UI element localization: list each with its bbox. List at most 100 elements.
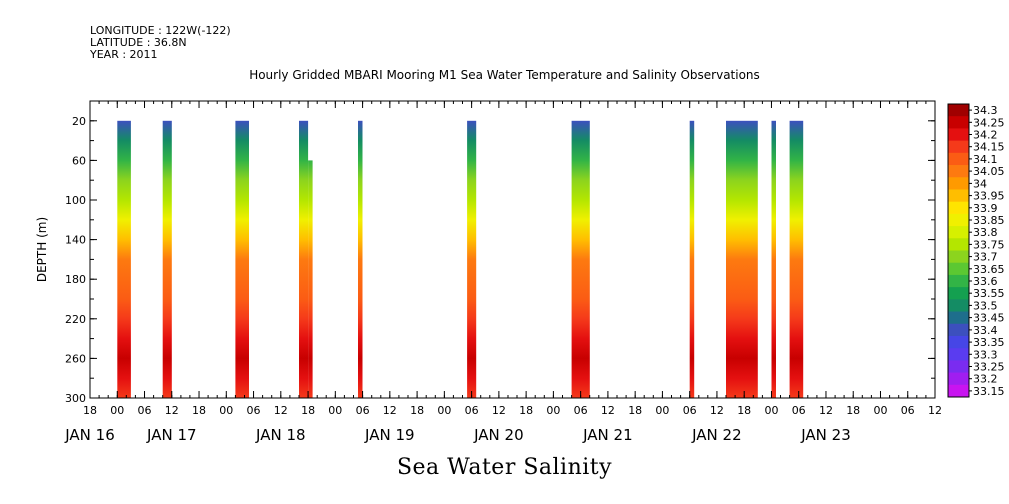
x-tick-label: 12: [492, 404, 506, 417]
x-tick-label: 06: [247, 404, 261, 417]
y-tick-label: 220: [65, 313, 86, 326]
salinity-column: [235, 120, 249, 399]
x-tick-label: 18: [410, 404, 424, 417]
x-tick-label: 00: [874, 404, 888, 417]
colorbar-swatch: [948, 372, 969, 386]
x-day-label: JAN 18: [255, 426, 306, 444]
x-tick-label: 00: [328, 404, 342, 417]
x-day-label: JAN 16: [64, 426, 115, 444]
salinity-column: [726, 120, 758, 399]
x-tick-label: 12: [165, 404, 179, 417]
x-tick-label: 12: [928, 404, 942, 417]
colorbar-swatch: [948, 213, 969, 227]
salinity-column: [162, 120, 172, 399]
y-tick-label: 100: [65, 194, 86, 207]
colorbar-label: 33.4: [973, 324, 998, 337]
colorbar-label: 33.9: [973, 202, 998, 215]
x-tick-label: 12: [819, 404, 833, 417]
x-tick-label: 00: [765, 404, 779, 417]
y-tick-label: 300: [65, 392, 86, 405]
chart-title: Hourly Gridded MBARI Mooring M1 Sea Wate…: [249, 68, 760, 82]
colorbar-label: 33.55: [973, 287, 1005, 300]
colorbar-swatch: [948, 323, 969, 337]
y-tick-label: 140: [65, 234, 86, 247]
x-tick-label: 12: [383, 404, 397, 417]
colorbar-label: 33.25: [973, 361, 1005, 374]
colorbar-label: 33.2: [973, 373, 998, 386]
x-tick-label: 12: [601, 404, 615, 417]
x-tick-label: 06: [683, 404, 697, 417]
x-tick-label: 18: [737, 404, 751, 417]
salinity-column: [571, 120, 590, 399]
colorbar-frame: [947, 103, 970, 398]
colorbar-label: 34.1: [973, 153, 998, 166]
salinity-column: [771, 120, 776, 399]
colorbar-label: 33.45: [973, 312, 1005, 325]
colorbar-label: 33.75: [973, 238, 1005, 251]
colorbar-swatch: [948, 311, 969, 325]
longitude-label: LONGITUDE : 122W(-122): [90, 24, 231, 37]
y-tick-label: 180: [65, 273, 86, 286]
x-day-label: JAN 22: [691, 426, 742, 444]
colorbar-label: 33.7: [973, 251, 998, 264]
colorbar-label: 33.6: [973, 275, 998, 288]
colorbar-label: 33.3: [973, 348, 998, 361]
x-tick-label: 18: [83, 404, 97, 417]
colorbar-swatch: [948, 238, 969, 251]
salinity-column: [467, 120, 477, 399]
y-axis-label: DEPTH (m): [35, 217, 49, 282]
colorbar-swatch: [948, 360, 969, 373]
x-tick-label: 06: [465, 404, 479, 417]
x-tick-label: 00: [655, 404, 669, 417]
colorbar-swatch: [948, 189, 969, 203]
x-tick-label: 06: [138, 404, 152, 417]
x-tick-label: 00: [546, 404, 560, 417]
colorbar-swatch: [948, 250, 969, 264]
x-tick-label: 18: [301, 404, 315, 417]
colorbar-label: 34.25: [973, 116, 1005, 129]
salinity-column: [689, 120, 695, 399]
colorbar-label: 33.8: [973, 226, 998, 239]
colorbar-swatch: [948, 384, 969, 398]
x-day-label: JAN 23: [800, 426, 851, 444]
x-tick-label: 06: [901, 404, 915, 417]
colorbar-label: 34.2: [973, 129, 998, 142]
colorbar-label: 33.35: [973, 336, 1005, 349]
x-day-label: JAN 20: [473, 426, 524, 444]
colorbar-label: 34: [973, 177, 987, 190]
colorbar-swatch: [948, 287, 969, 300]
colorbar-swatch: [948, 140, 969, 154]
colorbar-swatch: [948, 152, 969, 166]
colorbar-label: 33.5: [973, 299, 998, 312]
colorbar-swatch: [948, 274, 969, 288]
colorbar-label: 34.15: [973, 141, 1005, 154]
salinity-column: [117, 120, 131, 399]
salinity-column: [358, 120, 363, 399]
colorbar-label: 33.65: [973, 263, 1005, 276]
colorbar-swatch: [948, 299, 969, 312]
y-tick-label: 20: [72, 115, 86, 128]
x-day-label: JAN 21: [582, 426, 633, 444]
colorbar-swatch: [948, 226, 969, 239]
variable-title: Sea Water Salinity: [396, 455, 613, 480]
salinity-column: [299, 120, 309, 399]
colorbar-label: 34.3: [973, 104, 998, 117]
colorbar-swatch: [948, 165, 969, 178]
salinity-column: [789, 120, 804, 399]
y-tick-label: 60: [72, 154, 86, 167]
x-tick-label: 18: [846, 404, 860, 417]
year-label: YEAR : 2011: [90, 48, 158, 61]
x-tick-label: 00: [110, 404, 124, 417]
colorbar-label: 33.15: [973, 385, 1005, 398]
x-day-label: JAN 17: [146, 426, 197, 444]
colorbar-swatch: [948, 116, 969, 129]
x-tick-label: 12: [274, 404, 288, 417]
x-tick-label: 06: [792, 404, 806, 417]
colorbar-swatch: [948, 262, 969, 276]
x-tick-label: 18: [519, 404, 533, 417]
x-tick-label: 12: [710, 404, 724, 417]
x-tick-label: 06: [356, 404, 370, 417]
colorbar-swatch: [948, 128, 969, 142]
colorbar-swatch: [948, 177, 969, 190]
